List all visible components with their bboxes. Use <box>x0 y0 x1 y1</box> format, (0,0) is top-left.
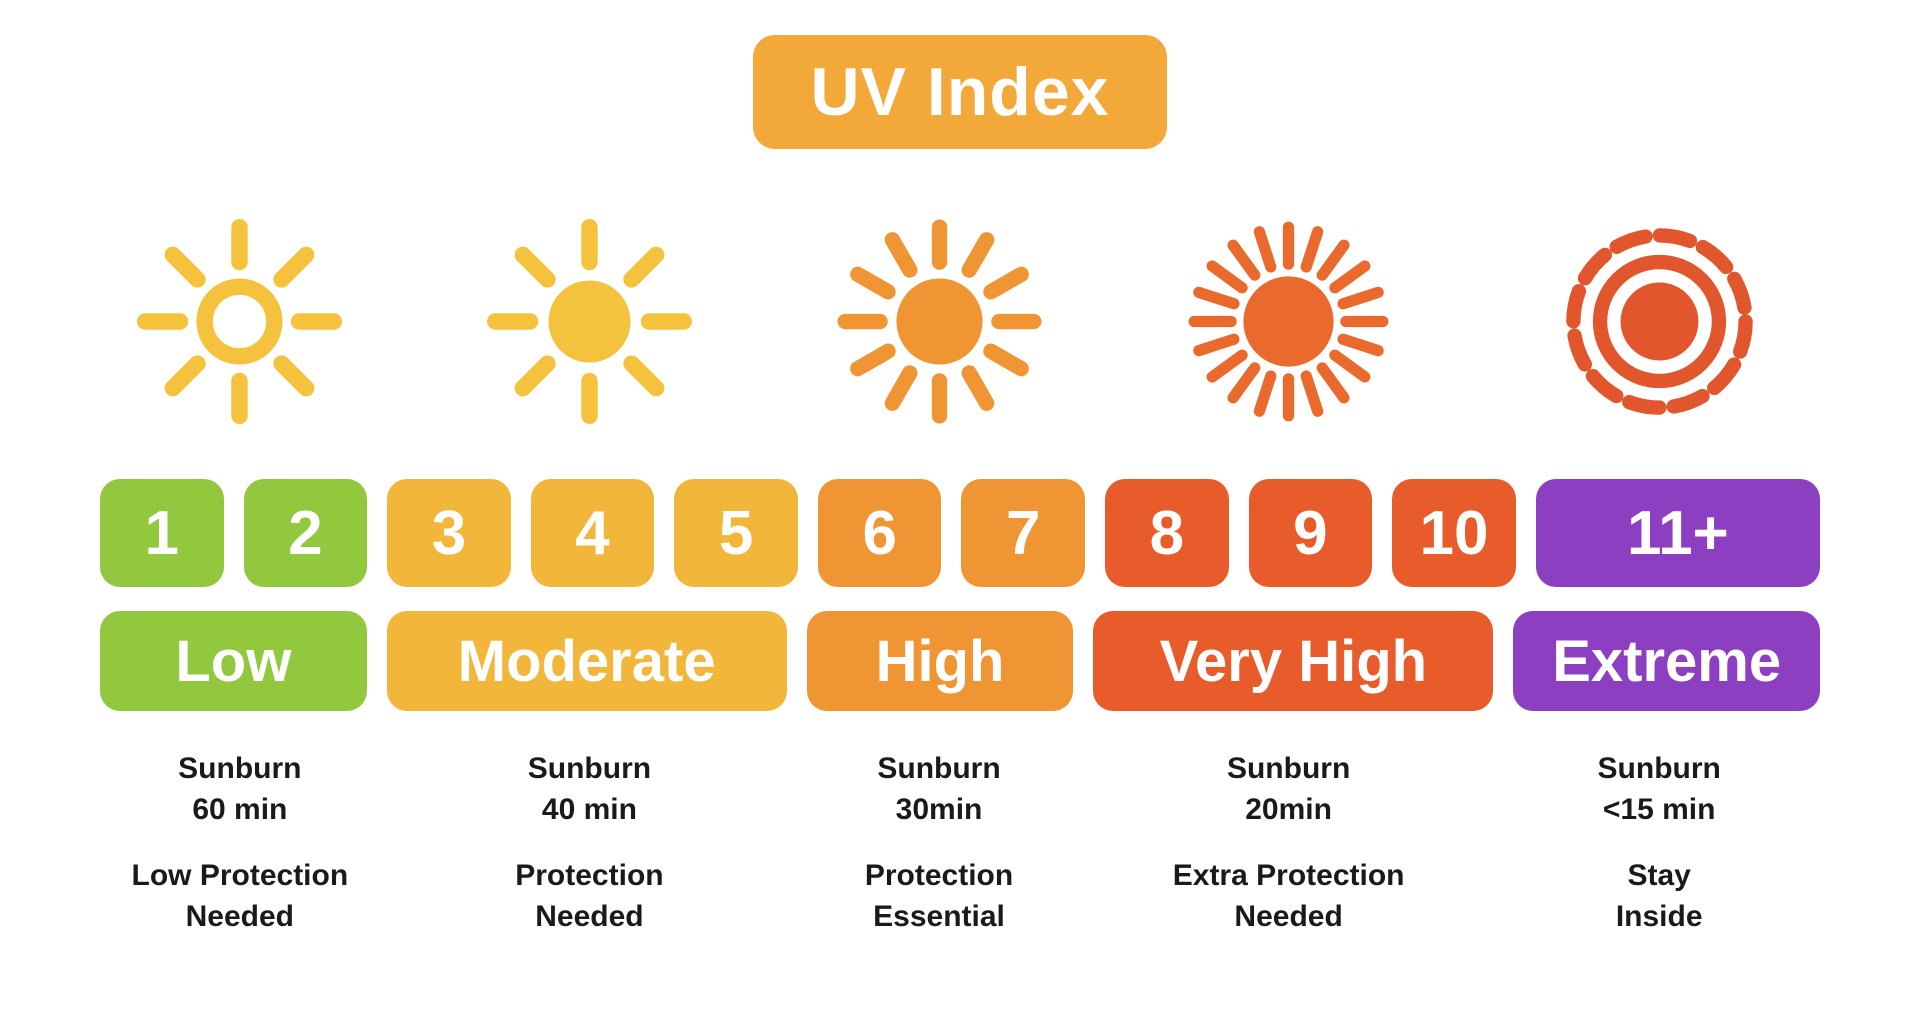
sunburn-time: 20min <box>1245 790 1332 831</box>
uv-number-tile: 8 <box>1105 479 1229 587</box>
uv-number-tile: 11+ <box>1536 479 1820 587</box>
uv-number-tile: 10 <box>1392 479 1516 587</box>
numbers-row: 1234567891011+ <box>100 479 1820 587</box>
sunburn-label: Sunburn <box>1598 749 1721 790</box>
sunburn-time: <15 min <box>1603 790 1716 831</box>
protection-line-2: Needed <box>186 897 294 938</box>
uv-level-tile: Extreme <box>1513 611 1820 711</box>
uv-number-tile: 6 <box>818 479 942 587</box>
sunburn-label: Sunburn <box>528 749 651 790</box>
protection-line-1: Protection <box>515 856 663 897</box>
protection-line-2: Inside <box>1616 897 1703 938</box>
sunburn-label: Sunburn <box>178 749 301 790</box>
sunburn-label: Sunburn <box>1227 749 1350 790</box>
sun-icon <box>799 219 1079 424</box>
protection-line-2: Needed <box>535 897 643 938</box>
uv-number-tile: 1 <box>100 479 224 587</box>
sun-icon <box>100 219 380 424</box>
uv-number-tile: 4 <box>531 479 655 587</box>
sun-icon <box>380 219 800 424</box>
sun-icon <box>1498 219 1820 424</box>
uv-level-tile: Low <box>100 611 367 711</box>
levels-row: LowModerateHighVery HighExtreme <box>100 611 1820 711</box>
uv-number-tile: 5 <box>674 479 798 587</box>
page-title-badge: UV Index <box>753 35 1168 149</box>
protection-line-1: Protection <box>865 856 1013 897</box>
sun-icon <box>1079 219 1499 424</box>
uv-number-tile: 3 <box>387 479 511 587</box>
uv-level-tile: Moderate <box>387 611 787 711</box>
sunburn-label: Sunburn <box>877 749 1000 790</box>
icons-row <box>100 219 1820 424</box>
protection-line-2: Needed <box>1234 897 1342 938</box>
sunburn-time: 40 min <box>542 790 637 831</box>
descriptions-row: Sunburn60 minLow ProtectionNeededSunburn… <box>100 749 1820 937</box>
protection-line-1: Stay <box>1628 856 1691 897</box>
uv-number-tile: 7 <box>961 479 1085 587</box>
uv-description: Sunburn20min Extra ProtectionNeeded <box>1079 749 1499 937</box>
uv-level-tile: High <box>807 611 1074 711</box>
uv-number-tile: 2 <box>244 479 368 587</box>
uv-description: Sunburn<15 min StayInside <box>1498 749 1820 937</box>
uv-level-tile: Very High <box>1093 611 1493 711</box>
protection-line-1: Extra Protection <box>1173 856 1405 897</box>
uv-description: Sunburn30min ProtectionEssential <box>799 749 1079 937</box>
protection-line-1: Low Protection <box>132 856 349 897</box>
uv-description: Sunburn40 min ProtectionNeeded <box>380 749 800 937</box>
protection-line-2: Essential <box>873 897 1005 938</box>
sunburn-time: 60 min <box>192 790 287 831</box>
uv-number-tile: 9 <box>1249 479 1373 587</box>
sunburn-time: 30min <box>896 790 983 831</box>
uv-description: Sunburn60 min Low ProtectionNeeded <box>100 749 380 937</box>
